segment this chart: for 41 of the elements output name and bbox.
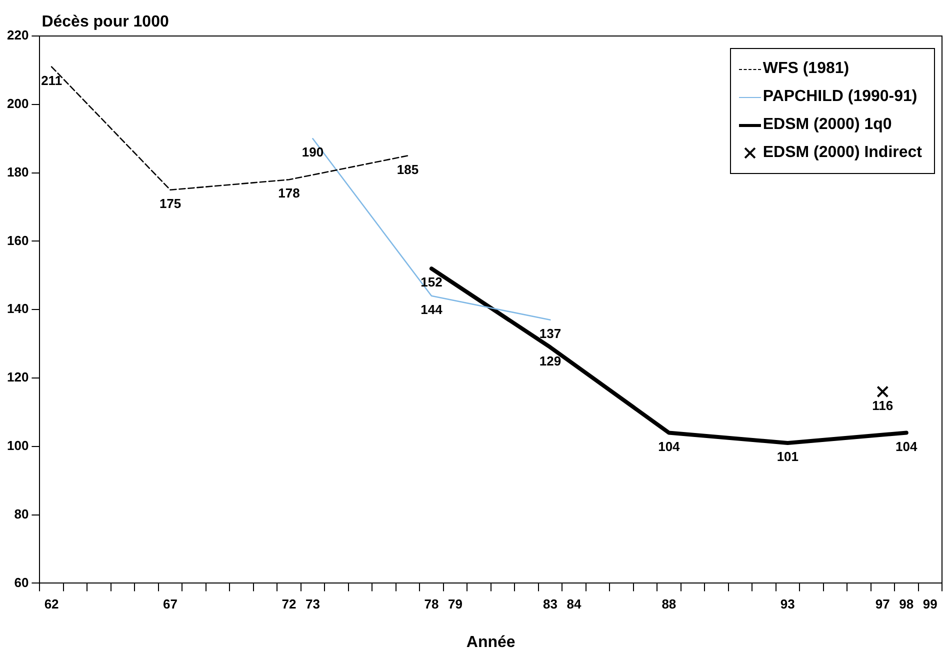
- y-tick-label: 220: [6, 28, 29, 43]
- legend-label: PAPCHILD (1990-91): [762, 88, 918, 106]
- x-tick-label: 79: [448, 596, 462, 612]
- y-tick-label: 160: [6, 232, 29, 248]
- x-tick-label: 84: [566, 596, 582, 612]
- x-tick-label: 78: [424, 596, 439, 612]
- data-label: 129: [539, 353, 562, 368]
- x-tick-label: 73: [306, 596, 320, 612]
- legend-label: EDSM (2000) Indirect: [762, 144, 922, 162]
- data-label: 190: [302, 144, 324, 160]
- legend-label: WFS (1981): [762, 60, 850, 78]
- x-tick-label: 97: [875, 596, 890, 612]
- x-tick-label: 72: [282, 596, 296, 612]
- data-label: 101: [776, 449, 799, 464]
- data-label: 137: [539, 326, 562, 341]
- data-label: 211: [41, 72, 62, 88]
- x-tick-label: 99: [922, 596, 938, 612]
- x-tick-label: 83: [542, 596, 558, 612]
- y-tick-label: 60: [14, 574, 29, 590]
- data-label: 178: [278, 186, 300, 201]
- x-tick-label: 88: [662, 596, 676, 612]
- data-label: 116: [872, 398, 894, 413]
- y-tick-label: 140: [6, 301, 29, 316]
- x-tick-label: 98: [899, 596, 914, 612]
- x-tick-label: 93: [780, 596, 795, 612]
- data-label: 152: [420, 274, 442, 290]
- data-label: 175: [159, 196, 182, 211]
- data-label: 144: [420, 302, 444, 317]
- data-label: 104: [896, 438, 918, 454]
- x-tick-label: 62: [44, 596, 59, 612]
- legend-label: EDSM (2000) 1q0: [762, 116, 892, 134]
- y-tick-label: 80: [14, 506, 29, 522]
- y-tick-label: 180: [6, 164, 29, 180]
- y-tick-label: 120: [6, 370, 29, 385]
- data-label: 185: [396, 162, 419, 177]
- x-tick-label: 67: [163, 596, 178, 612]
- y-tick-label: 200: [6, 96, 29, 111]
- y-tick-label: 100: [6, 438, 29, 453]
- x-axis-title: Année: [466, 634, 516, 651]
- y-axis-title: Décès pour 1000: [42, 13, 169, 30]
- data-label: 104: [658, 438, 681, 454]
